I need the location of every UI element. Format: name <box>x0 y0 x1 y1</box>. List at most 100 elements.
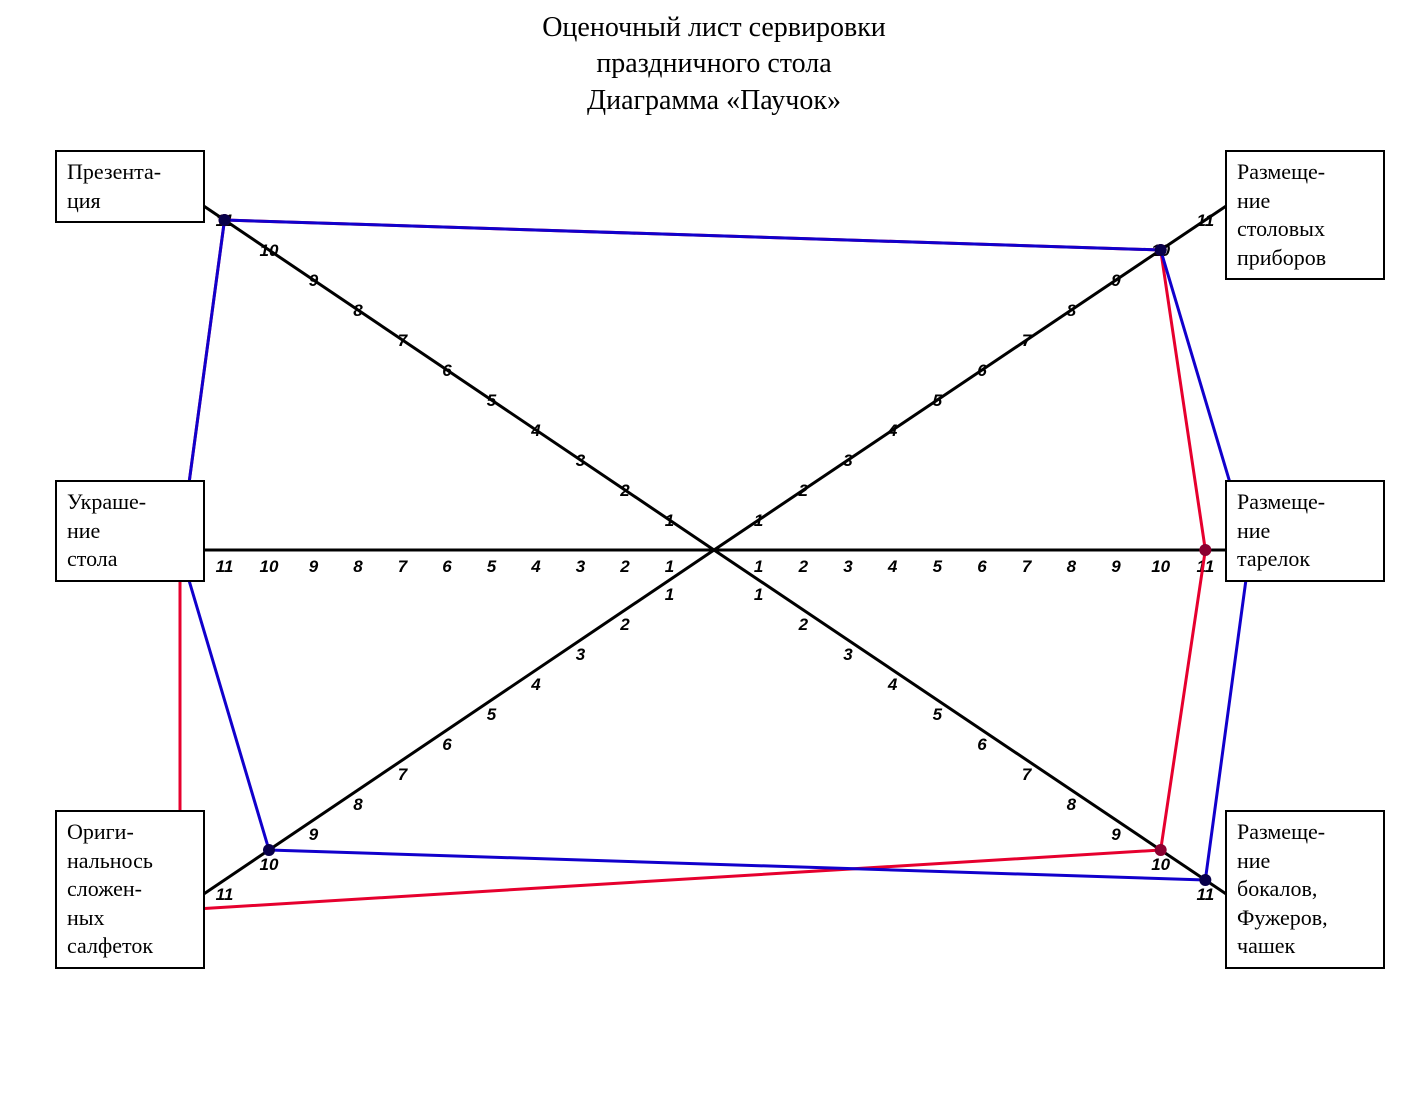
tick-presentation-5: 5 <box>487 391 497 410</box>
tick-presentation-3: 3 <box>576 451 586 470</box>
marker-red-glasses <box>1155 844 1167 856</box>
tick-napkins-5: 5 <box>487 705 497 724</box>
label-line: Украше- <box>67 488 193 517</box>
marker-blue-presentation <box>219 214 231 226</box>
tick-plates-5: 5 <box>933 557 943 576</box>
tick-presentation-1: 1 <box>665 511 674 530</box>
tick-presentation-4: 4 <box>530 421 541 440</box>
label-line: приборов <box>1237 244 1373 273</box>
tick-decoration-1: 1 <box>665 557 674 576</box>
marker-blue-glasses <box>1199 874 1211 886</box>
tick-cutlery-6: 6 <box>977 361 987 380</box>
tick-napkins-1: 1 <box>665 585 674 604</box>
label-line: сложен- <box>67 875 193 904</box>
tick-decoration-11: 11 <box>216 557 234 576</box>
tick-plates-10: 10 <box>1151 557 1170 576</box>
tick-decoration-3: 3 <box>576 557 586 576</box>
tick-plates-4: 4 <box>887 557 898 576</box>
label-glasses: Размеще-ниебокалов,Фужеров,чашек <box>1225 810 1385 969</box>
tick-glasses-9: 9 <box>1111 825 1121 844</box>
tick-decoration-2: 2 <box>619 557 630 576</box>
tick-glasses-7: 7 <box>1022 765 1033 784</box>
label-decoration: Украше-ниестола <box>55 480 205 582</box>
tick-napkins-3: 3 <box>576 645 586 664</box>
tick-decoration-5: 5 <box>487 557 497 576</box>
tick-decoration-10: 10 <box>260 557 279 576</box>
marker-blue-napkins <box>263 844 275 856</box>
label-line: нальнось <box>67 847 193 876</box>
tick-presentation-7: 7 <box>398 331 409 350</box>
label-line: Размеще- <box>1237 158 1373 187</box>
tick-cutlery-2: 2 <box>798 481 809 500</box>
tick-cutlery-11: 11 <box>1197 211 1215 230</box>
label-line: ние <box>67 517 193 546</box>
label-line: бокалов, <box>1237 875 1373 904</box>
label-napkins: Ориги-нальносьсложен-ныхсалфеток <box>55 810 205 969</box>
tick-presentation-10: 10 <box>260 241 279 260</box>
title-line-1: Оценочный лист сервировки <box>0 10 1428 46</box>
tick-glasses-11: 11 <box>1197 885 1215 904</box>
tick-presentation-8: 8 <box>353 301 363 320</box>
label-line: ние <box>1237 517 1373 546</box>
tick-glasses-6: 6 <box>977 735 987 754</box>
label-line: ние <box>1237 847 1373 876</box>
label-line: салфеток <box>67 932 193 961</box>
tick-plates-1: 1 <box>754 557 763 576</box>
chart-svg: 1234567891011121234567891011121234567891… <box>0 130 1428 1030</box>
label-line: ция <box>67 187 193 216</box>
title-line-3: Диаграмма «Паучок» <box>0 83 1428 119</box>
tick-decoration-6: 6 <box>442 557 452 576</box>
label-presentation: Презента-ция <box>55 150 205 223</box>
tick-presentation-9: 9 <box>309 271 319 290</box>
tick-cutlery-5: 5 <box>933 391 943 410</box>
tick-cutlery-9: 9 <box>1111 271 1121 290</box>
label-line: ние <box>1237 187 1373 216</box>
tick-napkins-6: 6 <box>442 735 452 754</box>
label-line: тарелок <box>1237 545 1373 574</box>
tick-napkins-8: 8 <box>353 795 363 814</box>
tick-decoration-7: 7 <box>398 557 409 576</box>
tick-glasses-10: 10 <box>1151 855 1170 874</box>
tick-decoration-9: 9 <box>309 557 319 576</box>
tick-plates-8: 8 <box>1067 557 1077 576</box>
label-cutlery: Размеще-ниестоловыхприборов <box>1225 150 1385 280</box>
label-line: Размеще- <box>1237 488 1373 517</box>
marker-blue-cutlery <box>1155 244 1167 256</box>
tick-cutlery-3: 3 <box>843 451 853 470</box>
tick-presentation-2: 2 <box>619 481 630 500</box>
tick-plates-7: 7 <box>1022 557 1033 576</box>
tick-cutlery-4: 4 <box>887 421 898 440</box>
tick-glasses-4: 4 <box>887 675 898 694</box>
title-line-2: праздничного стола <box>0 46 1428 82</box>
label-line: чашек <box>1237 932 1373 961</box>
label-line: Ориги- <box>67 818 193 847</box>
tick-cutlery-7: 7 <box>1022 331 1033 350</box>
tick-napkins-11: 11 <box>216 885 234 904</box>
tick-napkins-4: 4 <box>530 675 541 694</box>
label-line: Размеще- <box>1237 818 1373 847</box>
tick-napkins-7: 7 <box>398 765 409 784</box>
tick-glasses-1: 1 <box>754 585 763 604</box>
label-line: Презента- <box>67 158 193 187</box>
label-line: ных <box>67 904 193 933</box>
tick-glasses-8: 8 <box>1067 795 1077 814</box>
tick-glasses-3: 3 <box>843 645 853 664</box>
tick-cutlery-1: 1 <box>754 511 763 530</box>
tick-plates-3: 3 <box>843 557 853 576</box>
marker-red-plates <box>1199 544 1211 556</box>
tick-decoration-8: 8 <box>353 557 363 576</box>
chart-title: Оценочный лист сервировки праздничного с… <box>0 0 1428 119</box>
tick-plates-2: 2 <box>798 557 809 576</box>
spider-chart: 1234567891011121234567891011121234567891… <box>0 130 1428 1030</box>
tick-plates-9: 9 <box>1111 557 1121 576</box>
label-plates: Размеще-ниетарелок <box>1225 480 1385 582</box>
tick-glasses-2: 2 <box>798 615 809 634</box>
tick-napkins-9: 9 <box>309 825 319 844</box>
tick-decoration-4: 4 <box>530 557 541 576</box>
label-line: столовых <box>1237 215 1373 244</box>
label-line: Фужеров, <box>1237 904 1373 933</box>
tick-napkins-10: 10 <box>260 855 279 874</box>
tick-presentation-6: 6 <box>442 361 452 380</box>
label-line: стола <box>67 545 193 574</box>
tick-napkins-2: 2 <box>619 615 630 634</box>
